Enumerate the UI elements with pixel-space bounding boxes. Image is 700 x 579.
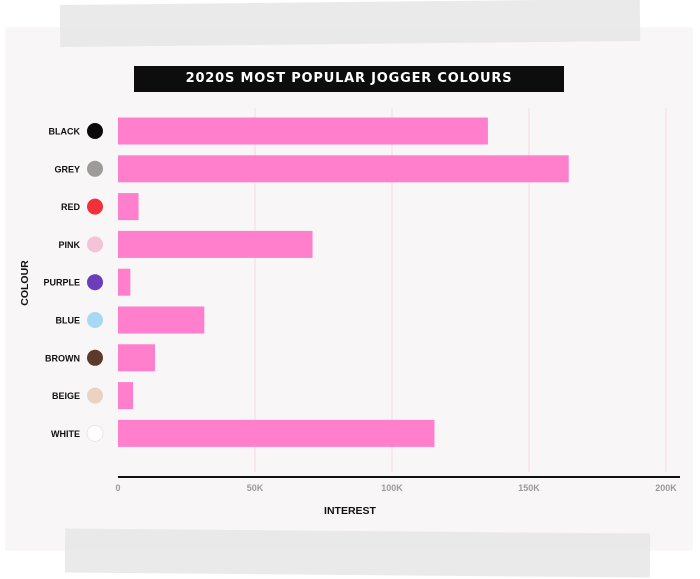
- category-label: WHITE: [51, 429, 80, 439]
- swatch-brown: [87, 349, 103, 366]
- x-tick-label: 150K: [518, 483, 540, 493]
- bars: [118, 117, 569, 447]
- x-tick-label: 100K: [381, 483, 403, 493]
- swatch-white: [86, 424, 104, 442]
- y-axis-title: COLOUR: [19, 260, 31, 306]
- bar-red: [118, 193, 139, 221]
- swatch-purple: [87, 274, 103, 291]
- bar-pink: [118, 230, 313, 258]
- category-label: GREY: [54, 164, 80, 174]
- bar-white: [118, 419, 435, 447]
- swatch-blue: [87, 312, 103, 328]
- x-tick-label: 200K: [655, 483, 677, 493]
- bar-grey: [118, 155, 569, 183]
- x-axis-title: INTEREST: [324, 505, 377, 517]
- category-label: RED: [61, 202, 81, 212]
- x-tick-label: 50K: [247, 483, 264, 493]
- bar-brown: [118, 344, 155, 372]
- colour-swatches: [86, 123, 104, 442]
- category-label: BLUE: [56, 316, 81, 326]
- swatch-beige: [87, 387, 103, 404]
- bar-black: [118, 117, 488, 145]
- chart-title: 2020S MOST POPULAR JOGGER COLOURS: [134, 66, 564, 92]
- category-label: PURPLE: [43, 278, 80, 288]
- category-label: BEIGE: [52, 391, 80, 401]
- x-axis: 0 50K 100K 150K 200K: [115, 476, 680, 493]
- swatch-pink: [87, 236, 103, 253]
- category-label: PINK: [58, 240, 80, 250]
- category-label: BROWN: [45, 353, 80, 363]
- swatch-black: [87, 123, 103, 139]
- category-label: BLACK: [49, 127, 81, 137]
- bar-blue: [118, 306, 205, 334]
- category-labels: BLACK GREY RED PINK PURPLE BLUE BROWN BEIGE WHIT…: [43, 127, 80, 439]
- x-tick-label: 0: [115, 483, 120, 493]
- swatch-red: [87, 198, 103, 215]
- swatch-grey: [87, 160, 103, 177]
- bar-beige: [118, 382, 134, 410]
- bar-purple: [118, 268, 131, 296]
